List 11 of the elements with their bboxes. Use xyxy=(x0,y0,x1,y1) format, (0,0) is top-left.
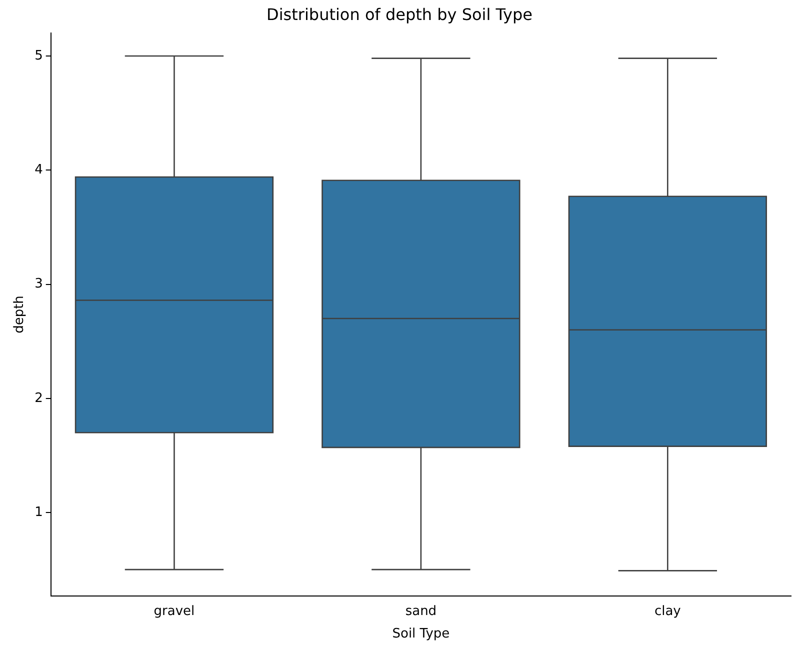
y-axis-title: depth xyxy=(12,296,28,334)
x-axis-title: Soil Type xyxy=(392,626,450,642)
y-tick-label: 2 xyxy=(34,390,43,406)
y-tick-label: 1 xyxy=(34,504,43,520)
x-tick-label: clay xyxy=(654,604,682,619)
chart-title: Distribution of depth by Soil Type xyxy=(266,4,532,24)
x-tick-label: gravel xyxy=(154,604,195,619)
y-tick-label: 5 xyxy=(34,48,43,64)
y-tick-label: 3 xyxy=(34,276,43,292)
y-tick-label: 4 xyxy=(34,162,43,178)
x-tick-label: sand xyxy=(405,604,437,619)
